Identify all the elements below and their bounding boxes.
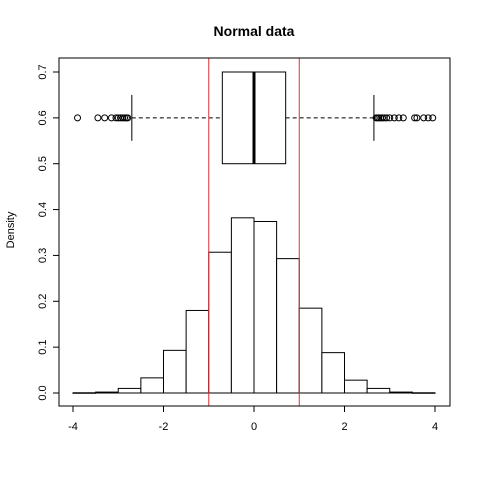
boxplot-outlier-point <box>413 114 421 122</box>
boxplot-outlier-point <box>399 114 407 122</box>
plot-frame <box>58 57 451 407</box>
histogram-bar <box>163 349 187 394</box>
plot-layer: -4 -2 0 2 4 0.0 0.1 0.2 0.3 0.4 0.5 0.6 0.7 <box>37 58 438 433</box>
boxplot-outlier-point <box>395 114 403 122</box>
histogram-bar <box>344 379 368 394</box>
histogram-bar <box>298 307 323 394</box>
boxplot-outlier-point <box>379 114 387 122</box>
boxplot-outlier-point <box>119 114 127 122</box>
boxplot-outlier-point <box>390 114 398 122</box>
histogram-bar <box>72 392 97 394</box>
y-tick-label: 0.0 <box>37 385 49 400</box>
histogram-bar <box>366 387 391 394</box>
histogram-bar <box>321 352 345 394</box>
y-axis-label: Density <box>5 211 17 248</box>
boxplot-outlier-point <box>94 114 102 122</box>
boxplot-outlier-point <box>424 114 432 122</box>
y-tick-label: 0.7 <box>37 64 49 79</box>
boxplot-outlier-point <box>121 114 129 122</box>
histogram-bar <box>208 251 232 394</box>
histogram-bar <box>230 217 255 394</box>
boxplot-outlier-point <box>74 114 82 122</box>
boxplot-outlier-point <box>420 114 428 122</box>
boxplot-outlier-point <box>124 114 132 122</box>
y-tick-label: 0.2 <box>37 294 49 309</box>
histogram-bar <box>95 391 119 394</box>
histogram-bar <box>253 220 278 394</box>
boxplot-outlier-point <box>386 114 394 122</box>
boxplot-outlier-point <box>112 114 120 122</box>
y-tick-label: 0.3 <box>37 248 49 263</box>
y-tick-label: 0.5 <box>37 156 49 171</box>
histogram-bar <box>185 309 210 394</box>
x-tick-label: 4 <box>432 421 438 433</box>
x-tick-label: 0 <box>251 421 257 433</box>
y-tick-label: 0.4 <box>37 202 49 217</box>
histogram-bar <box>389 391 413 394</box>
histogram-bar <box>140 377 164 394</box>
boxplot-outlier-point <box>429 114 437 122</box>
histogram-bar <box>117 387 142 394</box>
boxplot-outlier-point <box>411 114 419 122</box>
histogram-bar <box>411 392 436 394</box>
chart-title: Normal data <box>214 23 295 39</box>
boxplot-outlier-point <box>107 114 115 122</box>
x-tick-label: -2 <box>159 421 169 433</box>
x-tick-label: 2 <box>341 421 347 433</box>
x-tick-label: -4 <box>68 421 78 433</box>
y-tick-label: 0.6 <box>37 110 49 125</box>
boxplot-outlier-point <box>375 114 383 122</box>
y-tick-label: 0.1 <box>37 339 49 354</box>
boxplot-outlier-point <box>101 114 109 122</box>
boxplot-outlier-point <box>383 114 391 122</box>
histogram-bar <box>276 258 300 394</box>
boxplot-outlier-point <box>380 114 388 122</box>
